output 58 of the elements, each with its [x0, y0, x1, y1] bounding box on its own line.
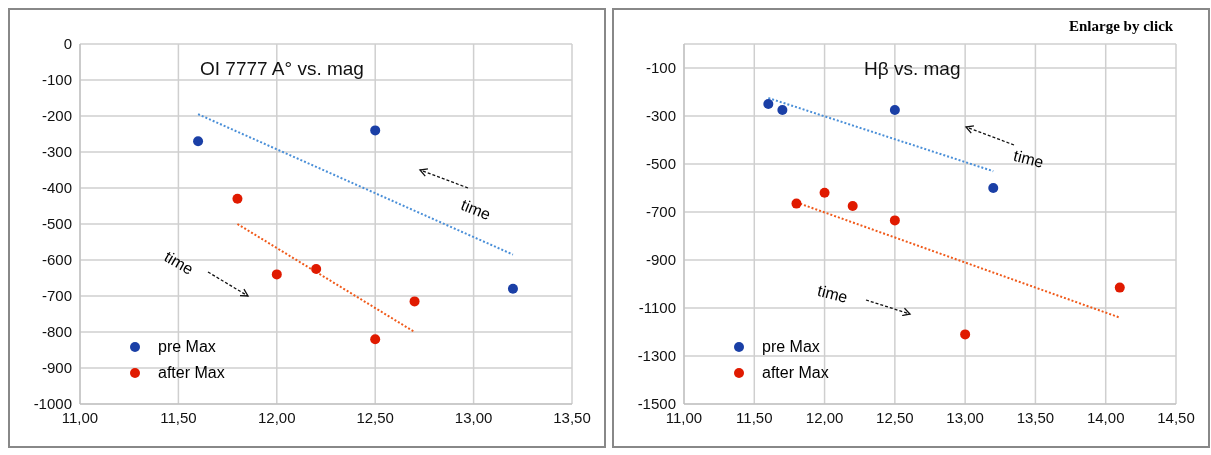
point	[847, 201, 858, 211]
point	[271, 269, 282, 280]
x-tick-label: 12,00	[258, 408, 296, 426]
point	[232, 193, 243, 204]
y-tick-label: -500	[645, 155, 676, 173]
y-tick-label: -600	[41, 251, 72, 269]
point	[889, 105, 900, 115]
x-tick-label: 13,50	[1016, 408, 1055, 426]
legend-label: pre Max	[762, 337, 820, 357]
text: Enlarge by click	[1069, 18, 1174, 35]
y-tick-label: -700	[41, 287, 72, 305]
x-tick-label: 12,00	[805, 408, 844, 426]
y-tick-label: -900	[645, 251, 676, 269]
legend-label: after Max	[762, 363, 829, 383]
point	[777, 105, 788, 115]
y-tick-label: -1300	[637, 347, 676, 365]
point	[763, 99, 774, 109]
x-tick-label: 11,50	[160, 408, 197, 426]
point	[988, 183, 999, 193]
point	[507, 283, 518, 294]
point	[1114, 282, 1125, 293]
point	[791, 198, 802, 209]
annotation: time	[458, 196, 494, 225]
point	[311, 264, 322, 274]
x-tick-label: 14,50	[1157, 408, 1195, 426]
y-tick-label: -100	[645, 59, 676, 77]
x-tick-label: 12,50	[876, 408, 914, 426]
text: OI 7777 A° vs. mag	[200, 58, 364, 80]
text: Hβ vs. mag	[864, 58, 961, 80]
y-tick-label: -400	[41, 179, 72, 197]
y-tick-label: -100	[41, 71, 72, 89]
point	[960, 329, 971, 340]
y-tick-label: -200	[41, 107, 72, 125]
y-tick-label: -300	[41, 143, 72, 161]
y-tick-label: -700	[645, 203, 676, 221]
x-tick-label: 14,00	[1086, 408, 1125, 426]
point	[193, 136, 204, 147]
point	[819, 187, 830, 198]
point	[889, 215, 900, 226]
x-tick-label: 12,50	[356, 408, 394, 426]
y-tick-label: -500	[41, 215, 72, 233]
x-tick-label: 13,00	[454, 408, 493, 426]
x-tick-label: 11,50	[736, 408, 773, 426]
y-tick-label: -900	[41, 359, 72, 377]
y-tick-label: -800	[41, 323, 72, 341]
annotation: time	[815, 282, 850, 307]
annotation: time	[1011, 147, 1046, 172]
point	[409, 296, 420, 307]
annotation: time	[161, 248, 197, 279]
x-tick-label: 13,50	[553, 408, 591, 426]
y-tick-label: -1100	[638, 299, 676, 317]
point	[370, 125, 381, 136]
legend-label: after Max	[158, 363, 225, 383]
point	[370, 334, 381, 345]
y-tick-label: 0	[63, 35, 72, 53]
x-tick-label: 13,00	[946, 408, 984, 426]
y-tick-label: -300	[645, 107, 676, 125]
legend-label: pre Max	[158, 337, 216, 357]
